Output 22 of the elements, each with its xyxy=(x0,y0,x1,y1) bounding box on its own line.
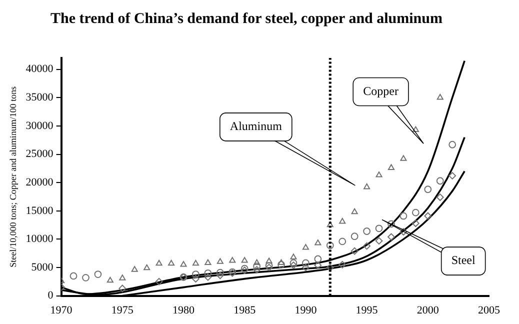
y-tick-label: 20000 xyxy=(26,176,54,188)
annotation: Copper xyxy=(363,84,398,98)
x-tick-label: 1980 xyxy=(172,304,195,316)
x-tick-label: 1970 xyxy=(50,304,73,316)
x-tick-label: 1995 xyxy=(356,304,378,316)
y-axis-title: Steel/10,000 tons; Copper and aluminum/100 tons xyxy=(8,86,18,268)
x-tick-label: 1975 xyxy=(111,304,134,316)
x-tick-label: 1990 xyxy=(294,304,318,316)
annotation: Steel xyxy=(451,253,476,268)
y-tick-label: 35000 xyxy=(26,92,54,104)
y-tick-label: 15000 xyxy=(26,204,54,217)
y-tick-label: 25000 xyxy=(26,148,54,160)
x-tick-label: 1985 xyxy=(234,304,256,316)
y-tick-label: 0 xyxy=(48,290,54,302)
y-tick-label: 40000 xyxy=(26,63,54,76)
x-tick-label: 2005 xyxy=(478,304,500,316)
x-tick-label: 2000 xyxy=(416,304,440,316)
y-tick-label: 5000 xyxy=(31,261,54,274)
annotation: Aluminum xyxy=(230,119,283,134)
y-tick-label: 10000 xyxy=(26,233,54,246)
chart-title: The trend of China’s demand for steel, copper and aluminum xyxy=(50,10,443,27)
y-tick-label: 30000 xyxy=(26,120,54,132)
